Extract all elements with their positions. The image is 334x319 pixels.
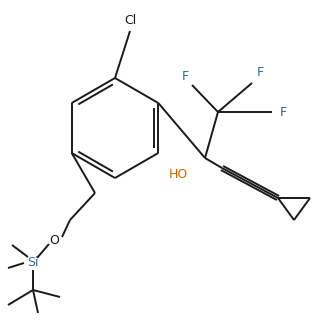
Text: O: O bbox=[49, 234, 59, 247]
Text: Cl: Cl bbox=[124, 13, 136, 26]
Text: HO: HO bbox=[168, 168, 188, 182]
Text: F: F bbox=[181, 70, 189, 84]
Text: F: F bbox=[257, 66, 264, 79]
Text: Si: Si bbox=[27, 256, 39, 269]
Text: F: F bbox=[280, 106, 287, 118]
